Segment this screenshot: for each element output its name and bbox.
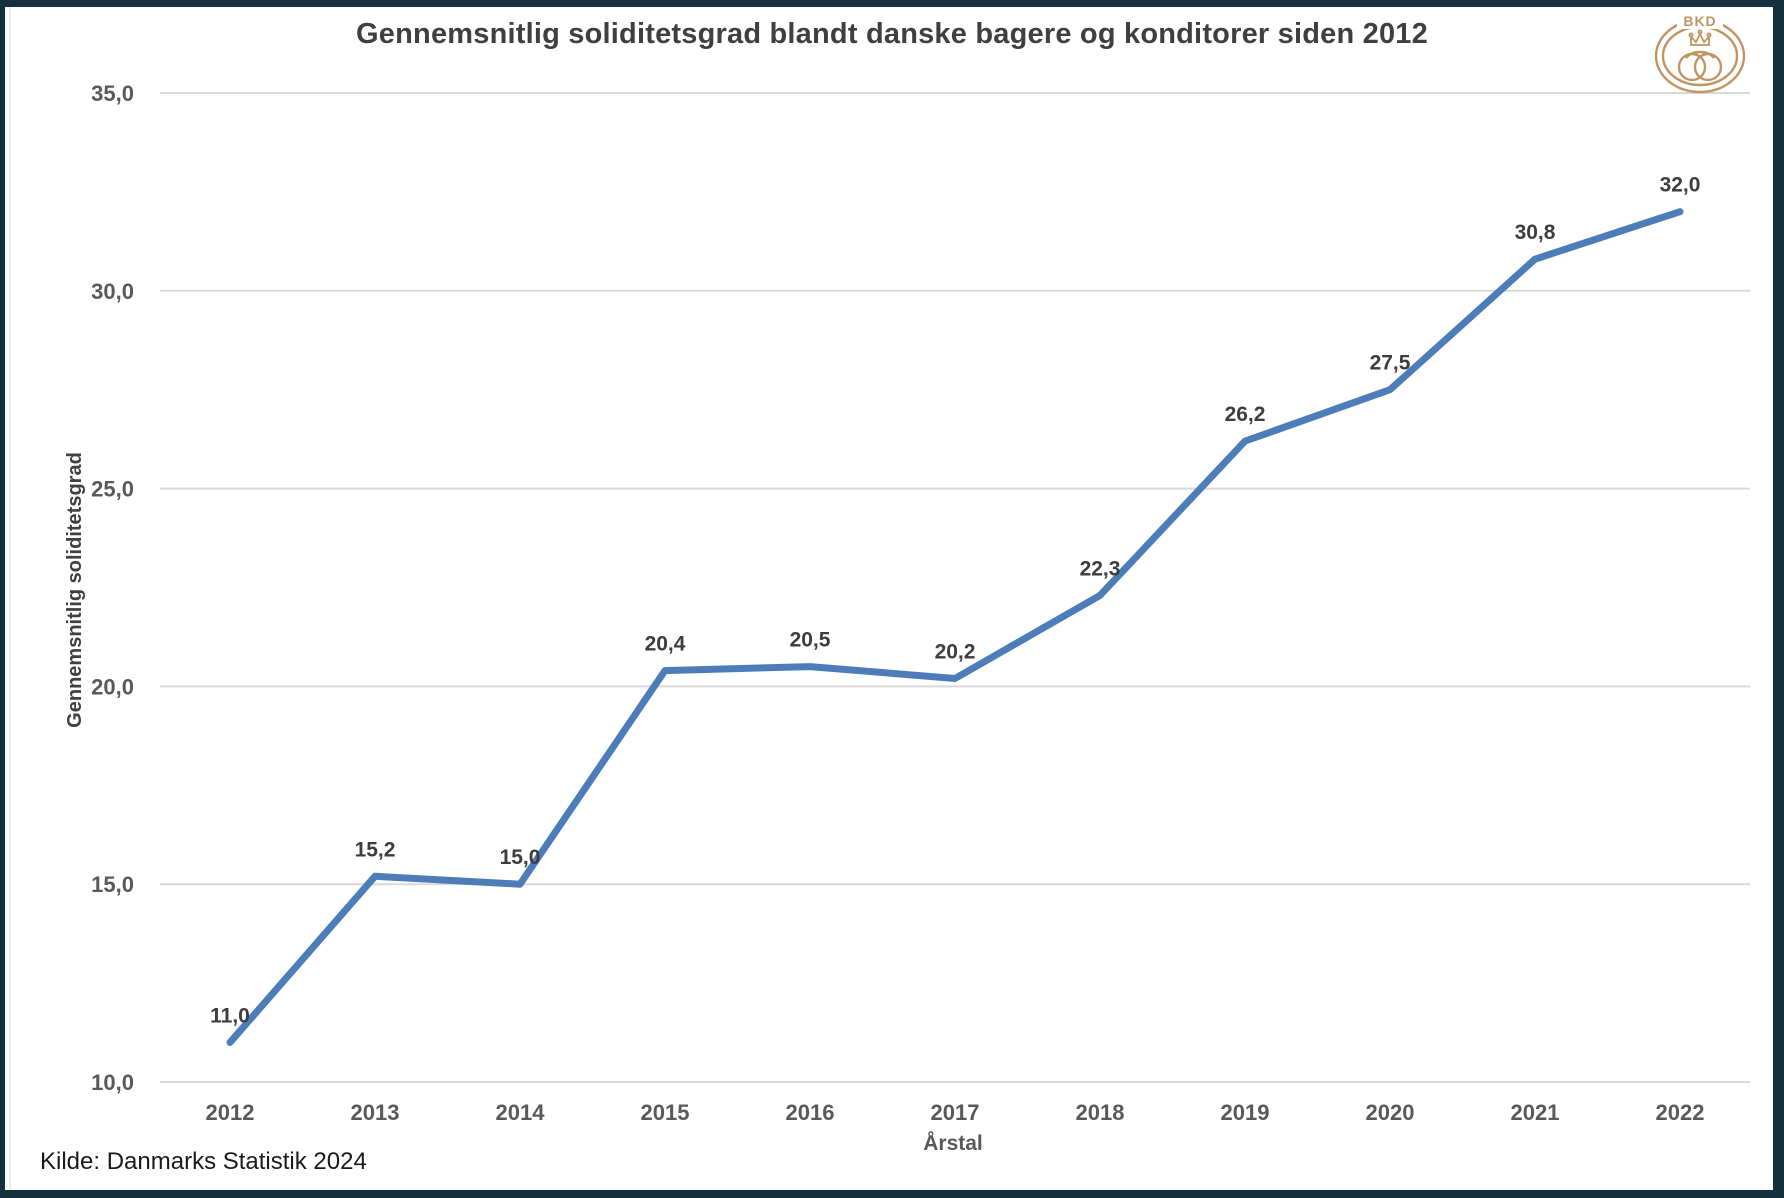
data-label: 20,4 <box>645 633 686 656</box>
data-line <box>226 208 1684 1046</box>
data-label: 20,5 <box>790 629 831 652</box>
x-tick-label: 2015 <box>641 1100 690 1125</box>
data-label: 15,0 <box>500 846 541 869</box>
x-tick-label: 2016 <box>786 1100 835 1125</box>
x-tick-label: 2022 <box>1656 1100 1705 1125</box>
x-tick-label: 2013 <box>351 1100 400 1125</box>
y-tick-label: 20,0 <box>91 674 134 699</box>
pretzel-icon <box>1677 50 1723 82</box>
x-tick-label: 2019 <box>1221 1100 1270 1125</box>
bkd-logo: BKD <box>1654 12 1746 94</box>
x-tick-label: 2017 <box>931 1100 980 1125</box>
y-tick-label: 30,0 <box>91 279 134 304</box>
x-tick-label: 2012 <box>206 1100 255 1125</box>
y-tick-label: 15,0 <box>91 872 134 897</box>
data-label: 11,0 <box>210 1004 250 1027</box>
data-label: 22,3 <box>1080 557 1121 580</box>
logo-wordmark: BKD <box>1683 13 1716 29</box>
logo-text-gap <box>1677 12 1723 29</box>
data-label: 27,5 <box>1370 352 1411 375</box>
x-tick-label: 2018 <box>1076 1100 1125 1125</box>
inner-edge-line <box>9 7 11 1190</box>
data-label: 26,2 <box>1225 403 1266 426</box>
x-axis-title: Årstal <box>923 1132 983 1155</box>
source-caption: Kilde: Danmarks Statistik 2024 <box>40 1148 367 1175</box>
x-tick-label: 2014 <box>496 1100 546 1125</box>
data-label: 15,2 <box>355 838 396 861</box>
data-label: 20,2 <box>935 640 976 663</box>
data-label: 30,8 <box>1515 221 1556 244</box>
x-tick-label: 2021 <box>1511 1100 1560 1125</box>
y-tick-label: 25,0 <box>91 477 134 502</box>
y-tick-label: 10,0 <box>91 1070 134 1095</box>
y-axis-title: Gennemsnitlig soliditetsgrad <box>64 452 86 728</box>
page-title: Gennemsnitlig soliditetsgrad blandt dans… <box>356 18 1428 50</box>
x-tick-label: 2020 <box>1366 1100 1415 1125</box>
y-tick-label: 35,0 <box>91 81 134 106</box>
crown-icon <box>1688 29 1712 46</box>
data-label: 32,0 <box>1660 174 1701 197</box>
